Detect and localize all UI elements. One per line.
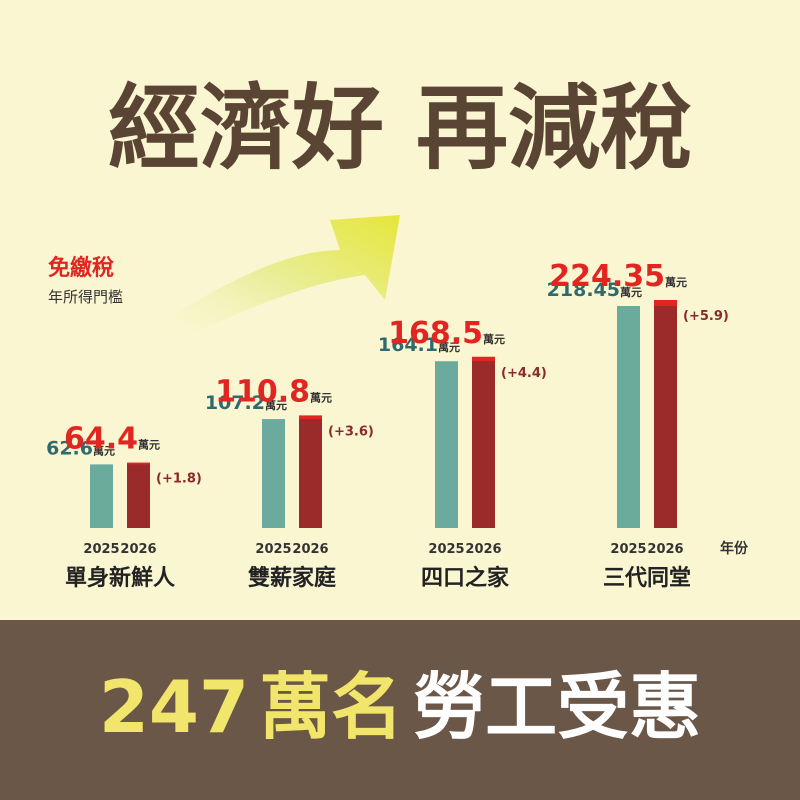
increase-label: (+1.8) bbox=[156, 472, 202, 487]
value-label-2025: 62.6萬元 bbox=[46, 437, 115, 459]
value-label-2026: 224.35萬元 bbox=[549, 259, 687, 294]
unit: 萬元 bbox=[93, 443, 115, 457]
bar-2025 bbox=[435, 361, 458, 528]
increase-label: (+4.4) bbox=[501, 366, 547, 381]
unit: 萬元 bbox=[665, 275, 687, 289]
value: 164.1 bbox=[378, 334, 438, 356]
x-tick-label: 2025 bbox=[428, 542, 464, 557]
category-label: 三代同堂 bbox=[603, 566, 691, 591]
x-tick-label: 2026 bbox=[292, 542, 328, 557]
bar-2026-base bbox=[299, 419, 322, 528]
headline: 經濟好 再減稅 bbox=[108, 75, 692, 182]
value: 107.2 bbox=[205, 392, 265, 414]
footer-number: 247 bbox=[99, 665, 249, 749]
bar-2026-base bbox=[654, 305, 677, 528]
x-tick-label: 2025 bbox=[610, 542, 646, 557]
category-label: 單身新鮮人 bbox=[65, 565, 175, 591]
subtitle: 年所得門檻 bbox=[48, 288, 123, 306]
increase-label: (+3.6) bbox=[328, 424, 374, 439]
unit: 萬元 bbox=[438, 340, 460, 354]
unit: 萬元 bbox=[620, 285, 642, 299]
value: 62.6 bbox=[46, 437, 93, 459]
footer-text: 247 萬名 勞工受惠 bbox=[99, 665, 701, 749]
unit: 萬元 bbox=[265, 398, 287, 412]
x-tick-label: 2025 bbox=[255, 542, 291, 557]
value-label-2026: 168.5萬元 bbox=[388, 316, 505, 351]
x-tick-label: 2026 bbox=[647, 542, 683, 557]
value-label-2025: 164.1萬元 bbox=[378, 334, 460, 356]
value-label-2026: 64.4萬元 bbox=[64, 422, 160, 457]
value-label-2026: 110.8萬元 bbox=[215, 374, 332, 409]
value: 168.5 bbox=[388, 316, 483, 351]
footer-unit: 萬名 bbox=[259, 665, 403, 749]
increase-label: (+5.9) bbox=[683, 309, 729, 324]
x-axis-label: 年份 bbox=[720, 540, 749, 557]
unit: 萬元 bbox=[483, 332, 505, 346]
annotation: 免繳稅 bbox=[48, 255, 114, 281]
x-tick-label: 2025 bbox=[83, 542, 119, 557]
footer-band bbox=[0, 620, 800, 800]
bar-2026-base bbox=[127, 464, 150, 528]
category-label: 四口之家 bbox=[421, 565, 510, 591]
value: 110.8 bbox=[215, 374, 310, 409]
bar-2025 bbox=[90, 464, 113, 528]
footer-message: 勞工受惠 bbox=[413, 665, 701, 749]
value: 224.35 bbox=[549, 259, 665, 294]
x-tick-label: 2026 bbox=[465, 542, 501, 557]
x-tick-label: 2026 bbox=[120, 542, 156, 557]
bar-2025 bbox=[262, 419, 285, 528]
bar-2026-base bbox=[472, 361, 495, 528]
unit: 萬元 bbox=[310, 390, 332, 404]
bar-2025 bbox=[617, 305, 640, 528]
category-label: 雙薪家庭 bbox=[248, 565, 336, 591]
value-label-2025: 218.45萬元 bbox=[547, 279, 642, 301]
unit: 萬元 bbox=[138, 438, 160, 452]
arrow bbox=[150, 215, 400, 345]
value: 218.45 bbox=[547, 279, 620, 301]
value-label-2025: 107.2萬元 bbox=[205, 392, 287, 414]
value: 64.4 bbox=[64, 422, 138, 457]
